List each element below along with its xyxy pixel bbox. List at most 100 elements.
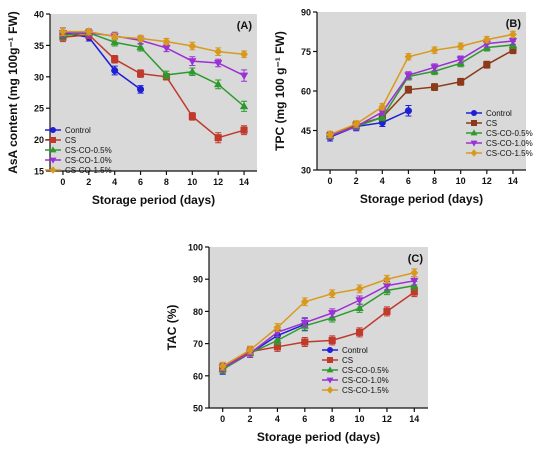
legend-label: CS [342, 356, 353, 365]
legend-marker [50, 127, 56, 133]
y-tick-label: 60 [301, 87, 311, 97]
data-point [110, 37, 119, 46]
data-point [431, 83, 439, 91]
data-point [136, 33, 145, 43]
x-axis-label: Storage period (days) [92, 193, 215, 207]
legend-label: CS [486, 119, 497, 128]
data-point [58, 27, 67, 37]
legend-label: CS-CO-1.5% [342, 386, 389, 395]
series-line [329, 33, 514, 136]
x-tick-label: 6 [302, 414, 307, 424]
series-line [62, 32, 142, 90]
legend-label: CS-CO-1.5% [486, 149, 533, 158]
legend-marker [49, 166, 57, 174]
data-point [239, 72, 249, 81]
legend-marker [470, 149, 478, 157]
data-point [240, 126, 248, 134]
y-tick-label: 15 [34, 167, 44, 177]
x-tick-label: 6 [138, 177, 143, 187]
x-tick-label: 4 [380, 176, 385, 186]
data-point [456, 41, 465, 51]
data-point [378, 102, 387, 112]
data-point [483, 61, 491, 69]
plot-area [209, 247, 428, 408]
data-point [404, 107, 412, 115]
x-tick-label: 2 [354, 176, 359, 186]
panel-label: (C) [408, 253, 424, 265]
data-point [355, 303, 364, 312]
y-tick-label: 90 [301, 8, 311, 18]
data-point [111, 67, 119, 74]
data-point [136, 42, 145, 51]
data-point [84, 27, 93, 37]
x-tick-label: 2 [248, 414, 253, 424]
data-point [273, 335, 282, 344]
legend-marker [49, 146, 57, 153]
data-point [162, 70, 171, 78]
data-point [162, 37, 171, 47]
data-point [410, 277, 419, 286]
x-tick-label: 12 [482, 176, 492, 186]
legend-label: CS-CO-1.0% [486, 139, 533, 148]
y-tick-label: 35 [34, 41, 44, 51]
x-tick-label: 0 [220, 414, 225, 424]
data-point [352, 119, 361, 129]
series-cs-co-1-5- [218, 268, 419, 371]
series-line [62, 33, 245, 139]
data-point [410, 288, 418, 296]
x-tick-label: 6 [406, 176, 411, 186]
series-line [222, 284, 415, 371]
y-tick-label: 25 [34, 104, 44, 114]
legend-label: Control [342, 346, 368, 355]
y-tick-label: 30 [301, 166, 311, 176]
x-tick-label: 4 [112, 177, 117, 187]
y-tick-label: 70 [193, 339, 203, 349]
series-line [329, 40, 514, 137]
panel-c: 0 2 4 6 8 10 12 14 50 60 70 80 90 100 Storage period (… [165, 243, 428, 444]
data-point [213, 79, 223, 88]
y-axis-label: TPC (mg 100 g⁻¹ FW) [273, 31, 287, 151]
data-point [214, 47, 223, 57]
y-tick-label: 30 [34, 72, 44, 82]
x-tick-label: 8 [330, 414, 335, 424]
y-tick-label: 50 [193, 404, 203, 414]
data-point [482, 35, 491, 45]
data-point [137, 70, 145, 78]
x-tick-label: 2 [86, 177, 91, 187]
data-point [355, 297, 364, 305]
x-tick-label: 10 [187, 177, 197, 187]
series-line [329, 44, 514, 137]
panel-label: (A) [237, 20, 253, 32]
data-point [382, 274, 391, 284]
panel-a: 0 2 4 6 8 10 12 14 15 20 25 30 35 40 Storage period (d… [6, 10, 257, 207]
data-point [188, 67, 197, 75]
data-point [508, 29, 517, 39]
legend-label: CS-CO-1.5% [65, 166, 112, 175]
data-point [404, 52, 413, 62]
data-point [328, 289, 337, 299]
legend-marker [327, 347, 333, 353]
data-point [214, 134, 222, 142]
panel-label: (B) [506, 18, 522, 30]
legend-label: CS [65, 136, 76, 145]
data-point [213, 60, 223, 68]
data-point [410, 268, 419, 278]
x-axis-label: Storage period (days) [360, 192, 483, 206]
data-point [404, 86, 412, 94]
legend-label: CS-CO-0.5% [486, 129, 533, 138]
y-axis-label: AsA content (mg 100g⁻¹ FW) [6, 11, 20, 174]
data-point [457, 78, 465, 86]
x-tick-label: 14 [409, 414, 419, 424]
x-tick-label: 0 [60, 177, 65, 187]
x-tick-label: 8 [164, 177, 169, 187]
data-point [188, 41, 197, 51]
x-tick-label: 0 [328, 176, 333, 186]
data-point [404, 72, 413, 80]
y-axis-label: TAC (%) [165, 305, 179, 351]
legend-label: Control [486, 109, 512, 118]
legend-marker [470, 129, 478, 136]
